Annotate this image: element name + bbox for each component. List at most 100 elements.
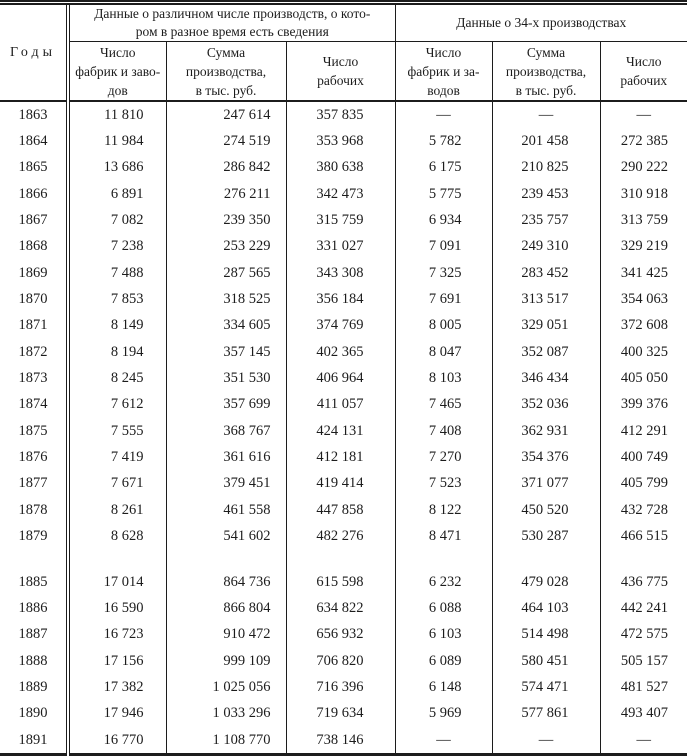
value-cell: 11 810: [66, 101, 166, 129]
value-cell: 5 775: [394, 181, 493, 208]
value-cell: 235 757: [491, 207, 601, 234]
value-cell: 17 014: [66, 568, 166, 596]
value-cell: 866 804: [165, 595, 286, 622]
value-cell: 247 614: [165, 101, 286, 129]
value-cell: 313 517: [491, 286, 601, 313]
table-row: 1885 17 014 864 736 615 598 6 232 479 028 436 …: [0, 568, 687, 596]
value-cell: 329 219: [599, 233, 687, 261]
value-cell: 334 605: [165, 312, 286, 340]
value-cell: 315 759: [285, 207, 396, 234]
value-cell: 362 931: [491, 418, 601, 445]
value-cell: 464 103: [491, 595, 601, 622]
value-cell: 7 671: [66, 470, 166, 498]
year-cell: 1877: [18, 475, 48, 492]
year-column-header: Годы: [0, 2, 68, 102]
value-cell: 253 229: [165, 233, 286, 261]
value-cell: 7 419: [66, 444, 166, 471]
subheader-production-sum-1: Сумма производства, в тыс. руб.: [165, 41, 286, 102]
subheader-production-sum-2: Сумма производства, в тыс. руб.: [491, 41, 601, 102]
value-cell: 346 434: [491, 365, 601, 392]
table-row: 1865 13 686 286 842 380 638 6 175 210 825 290 …: [0, 154, 687, 182]
value-cell: 372 608: [599, 312, 687, 340]
value-cell: 5 782: [394, 128, 493, 155]
gap-cell: [0, 550, 68, 569]
value-cell: 615 598: [285, 568, 396, 596]
year-cell: 1872: [18, 343, 48, 360]
year-cell: 1864: [18, 133, 48, 150]
year-cell: 1886: [18, 599, 48, 616]
year-cell: 1868: [18, 238, 48, 255]
value-cell: 405 799: [599, 470, 687, 498]
year-cell: 1869: [18, 264, 48, 281]
value-cell: 276 211: [165, 181, 286, 208]
value-cell: 351 530: [165, 365, 286, 392]
value-cell: 8 261: [66, 497, 166, 524]
value-cell: 8 149: [66, 312, 166, 340]
value-cell: 16 770: [66, 726, 166, 755]
value-cell: 7 555: [66, 418, 166, 445]
value-cell: 1 033 296: [165, 700, 286, 727]
value-cell: 8 471: [394, 523, 493, 550]
gap-cell: [599, 549, 687, 569]
value-cell: 864 736: [165, 568, 286, 596]
value-cell: 466 515: [599, 523, 687, 550]
value-cell: 210 825: [491, 154, 601, 182]
value-cell: 283 452: [491, 260, 601, 287]
value-cell: 354 376: [491, 444, 601, 471]
value-cell: 999 109: [165, 647, 286, 675]
value-cell: 342 473: [285, 181, 396, 208]
value-cell: 411 057: [285, 391, 396, 419]
value-cell: 479 028: [491, 568, 601, 596]
value-cell: 331 027: [285, 233, 396, 261]
table-row: 1866 6 891 276 211 342 473 5 775 239 453 310 9…: [0, 181, 687, 208]
subheader-factories-2: Число фабрик и за- водов: [394, 41, 493, 102]
subheader-factories-1: Число фабрик и заво- дов: [66, 41, 166, 102]
value-cell: 450 520: [491, 497, 601, 524]
value-cell: 7 082: [66, 207, 166, 234]
value-cell: 6 089: [394, 647, 493, 675]
value-cell: 1 108 770: [165, 726, 286, 755]
value-cell: 7 091: [394, 233, 493, 261]
year-cell: 1888: [18, 652, 48, 669]
value-cell: 357 699: [165, 391, 286, 419]
value-cell: 6 175: [394, 154, 493, 182]
value-cell: 352 036: [491, 391, 601, 419]
value-cell: —: [394, 726, 493, 755]
value-cell: 530 287: [491, 523, 601, 550]
value-cell: 442 241: [599, 595, 687, 622]
value-cell: 6 148: [394, 674, 493, 701]
table-row: 1877 7 671 379 451 419 414 7 523 371 077 405 7…: [0, 470, 687, 498]
value-cell: 436 775: [599, 568, 687, 596]
year-cell: 1873: [18, 370, 48, 387]
year-cell: 1891: [18, 731, 48, 748]
value-cell: —: [491, 726, 601, 755]
table-row: 1871 8 149 334 605 374 769 8 005 329 051 372 6…: [0, 312, 687, 340]
value-cell: 461 558: [165, 497, 286, 524]
value-cell: 8 194: [66, 339, 166, 366]
value-cell: 514 498: [491, 621, 601, 648]
group-header-row: Годы Данные о различном числе производст…: [0, 2, 687, 102]
value-cell: 634 822: [285, 595, 396, 622]
value-cell: 7 465: [394, 391, 493, 419]
value-cell: 424 131: [285, 418, 396, 445]
value-cell: 343 308: [285, 260, 396, 287]
value-cell: 482 276: [285, 523, 396, 550]
table-body: 1863 11 810 247 614 357 835— — —1864 11 984 274…: [0, 101, 687, 755]
value-cell: 380 638: [285, 154, 396, 182]
value-cell: 472 575: [599, 621, 687, 648]
value-cell: 356 184: [285, 286, 396, 313]
value-cell: —: [491, 101, 601, 129]
value-cell: 368 767: [165, 418, 286, 445]
year-cell: 1865: [18, 159, 48, 176]
table-row: 1868 7 238 253 229 331 027 7 091 249 310 329 2…: [0, 233, 687, 261]
value-cell: —: [599, 726, 687, 755]
year-cell: 1874: [18, 396, 48, 413]
value-cell: 8 103: [394, 365, 493, 392]
gap-cell: [66, 549, 166, 569]
value-cell: 341 425: [599, 260, 687, 287]
value-cell: 541 602: [165, 523, 286, 550]
value-cell: 313 759: [599, 207, 687, 234]
value-cell: 656 932: [285, 621, 396, 648]
value-cell: 574 471: [491, 674, 601, 701]
